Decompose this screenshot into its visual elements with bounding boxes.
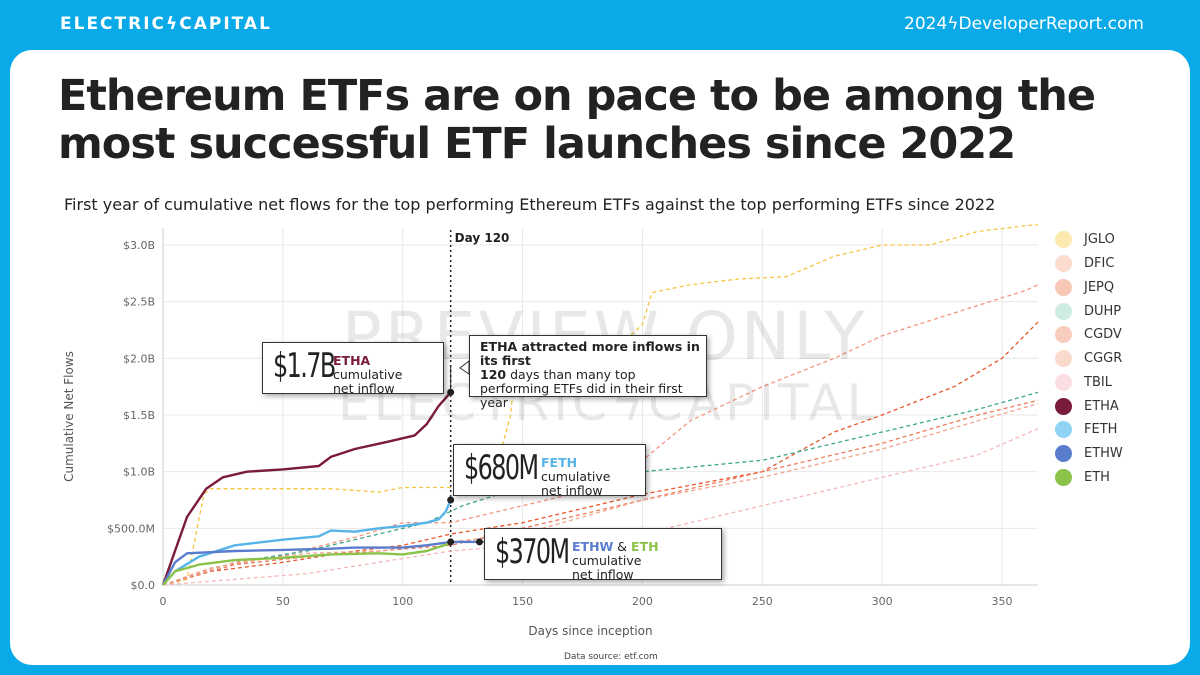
x-tick-label: 0 (160, 595, 167, 608)
legend-label: ETHA (1084, 398, 1119, 414)
legend-swatch (1055, 255, 1072, 272)
chart-subtitle: First year of cumulative net flows for t… (64, 195, 996, 214)
series-line-jglo (162, 223, 1039, 586)
legend-label: JGLO (1084, 232, 1115, 248)
feth-label: FETH cumulative net inflow (541, 455, 611, 498)
legend-swatch (1055, 468, 1072, 486)
brand-logo: ELECTRICϟCAPITAL (60, 14, 272, 34)
feth-amount: $680M (464, 448, 539, 488)
y-tick-label: $2.0B (123, 352, 155, 365)
series-line-duhp (162, 391, 1039, 586)
series-line-feth (162, 499, 452, 586)
legend-item-tbil: TBIL (1055, 371, 1123, 395)
legend-swatch (1055, 302, 1072, 320)
x-tick-label: 150 (512, 595, 533, 608)
etha-amount: $1.7B (273, 346, 336, 386)
report-link[interactable]: 2024ϟDeveloperReport.com (904, 14, 1144, 34)
etha-label: ETHA cumulative net inflow (333, 353, 403, 396)
y-tick-label: $0.0 (131, 579, 156, 592)
note-pointer (459, 359, 470, 375)
x-tick-label: 200 (632, 595, 653, 608)
legend-label: JEPQ (1084, 279, 1115, 295)
feth-marker (447, 496, 455, 504)
y-tick-label: $2.5B (123, 296, 155, 309)
legend-item-feth: FETH (1055, 418, 1123, 442)
legend-swatch (1055, 231, 1072, 249)
legend-item-duhp: DUHP (1055, 299, 1123, 323)
legend-item-jepq: JEPQ (1055, 276, 1123, 300)
y-tick-label: $1.0B (123, 466, 155, 479)
x-axis-label: Days since inception (528, 624, 652, 638)
y-tick-label: $3.0B (123, 239, 155, 252)
legend-label: DUHP (1084, 303, 1122, 319)
legend-item-cggr: CGGR (1055, 347, 1123, 371)
legend-item-eth: ETH (1055, 466, 1123, 490)
ethw-amount: $370M (495, 532, 570, 572)
y-axis-label: Cumulative Net Flows (62, 351, 76, 482)
legend-label: DFIC (1084, 256, 1115, 271)
legend-item-dfic: DFIC (1055, 252, 1123, 276)
data-source: Data source: etf.com (564, 652, 658, 662)
x-tick-label: 300 (872, 595, 893, 608)
legend-label: ETH (1084, 469, 1110, 485)
series-line-jepq (162, 321, 1039, 586)
content-card: Ethereum ETFs are on pace to be among th… (10, 50, 1190, 665)
x-tick-label: 250 (752, 595, 773, 608)
feth-callout: $680M FETH cumulative net inflow (453, 444, 646, 498)
legend-item-cgdv: CGDV (1055, 323, 1123, 347)
etha-note-text: ETHA attracted more inflows in its first… (480, 339, 700, 410)
ethw-label: ETHW & ETH cumulative net inflow (572, 539, 659, 582)
etha-note-callout: ETHA attracted more inflows in its first… (469, 335, 707, 410)
day-120-label: Day 120 (455, 231, 510, 245)
legend-item-etha: ETHA (1055, 394, 1123, 418)
series-line-tbil (162, 428, 1039, 586)
legend-label: CGGR (1084, 351, 1123, 366)
y-tick-label: $500.0M (107, 522, 155, 535)
legend-swatch (1055, 278, 1072, 296)
x-tick-label: 50 (276, 595, 290, 608)
x-tick-label: 100 (392, 595, 413, 608)
legend-label: ETHW (1084, 446, 1123, 461)
series-line-ethw (161, 540, 480, 586)
legend-swatch (1055, 421, 1072, 439)
series-line-etha (161, 391, 452, 586)
legend-swatch (1055, 445, 1072, 462)
page-title: Ethereum ETFs are on pace to be among th… (58, 71, 1096, 169)
legend-swatch (1055, 326, 1072, 344)
ethw-callout: $370M ETHW & ETH cumulative net inflow (484, 528, 722, 582)
legend-swatch (1055, 350, 1072, 367)
legend-label: TBIL (1084, 374, 1112, 390)
legend-label: FETH (1084, 422, 1118, 438)
legend-swatch (1055, 397, 1072, 415)
series-line-eth (162, 541, 452, 586)
legend-swatch (1055, 373, 1072, 391)
x-tick-label: 350 (992, 595, 1013, 608)
legend-label: CGDV (1084, 327, 1122, 343)
etha-callout: $1.7B ETHA cumulative net inflow (262, 342, 444, 396)
legend: JGLO DFIC JEPQ DUHP CGDV CGGR TBIL ETHA FETH ETHW… (1055, 228, 1123, 489)
y-tick-label: $1.5B (123, 409, 155, 422)
ethw-marker (447, 538, 455, 546)
legend-item-jglo: JGLO (1055, 228, 1123, 252)
legend-item-ethw: ETHW (1055, 442, 1123, 466)
